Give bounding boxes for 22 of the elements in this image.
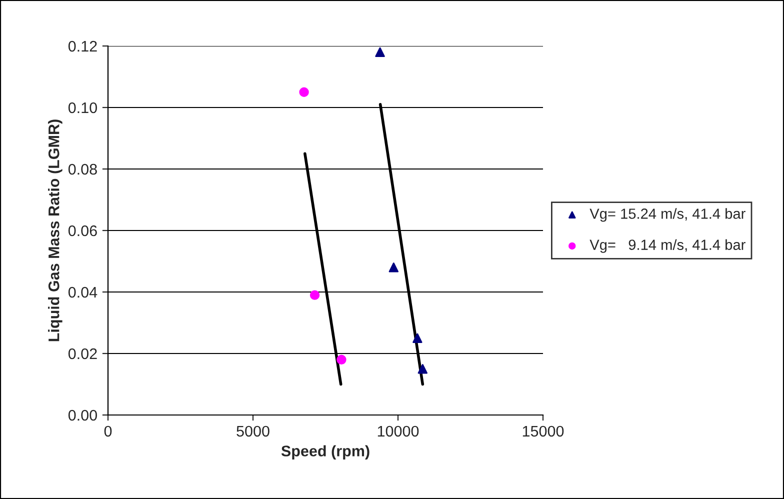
x-tick-label: 0 [104,426,112,437]
point [418,364,428,374]
point [310,290,320,300]
point [388,262,399,272]
point [412,333,422,343]
point [299,87,309,97]
legend-label: Vg= 15.24 m/s, 41.4 bar [590,208,746,222]
y-tick-label: 0.12 [68,40,97,52]
point [375,47,385,58]
y-tick-label: 0.06 [68,225,97,236]
x-tick-label: 5000 [236,426,270,437]
y-tick-label: 0.10 [68,102,97,114]
point [336,354,346,365]
x-tick-label: 10000 [378,426,419,437]
y-tick-label: 0.08 [68,164,97,175]
y-tick-label: 0.04 [68,286,98,298]
x-tick-label: 15000 [522,426,564,437]
y-axis-title: Liquid Gas Mass Ratio (LGMR) [48,120,62,342]
y-tick-label: 0.02 [68,348,97,360]
y-tick-label: 0.00 [68,410,97,421]
legend-label: Vg= 9.14 m/s, 41.4 bar [590,239,746,253]
x-axis-title: Speed (rpm) [281,445,370,460]
